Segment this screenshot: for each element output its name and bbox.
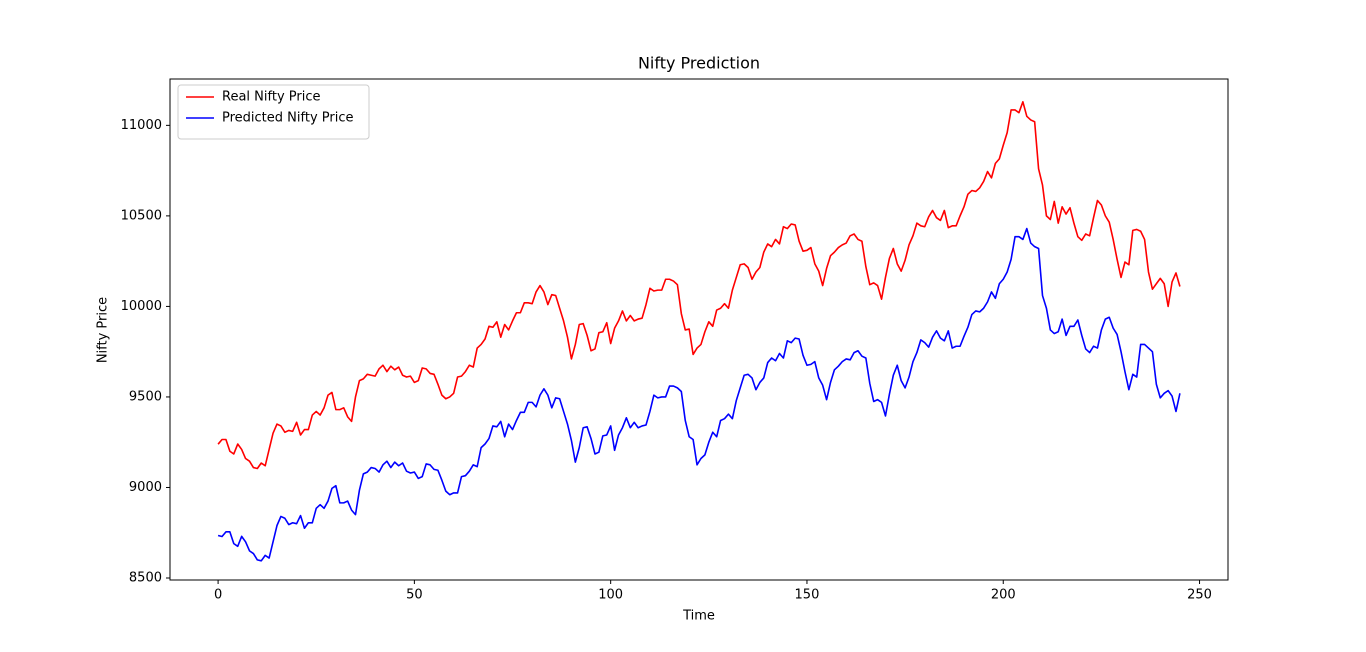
y-tick-label: 8500 xyxy=(129,571,162,586)
legend-box xyxy=(177,84,370,140)
legend-label: Real Nifty Price xyxy=(222,90,320,105)
y-tick-label: 10000 xyxy=(121,299,162,314)
x-tick-label: 150 xyxy=(795,588,820,603)
y-axis-label: Nifty Price xyxy=(96,297,111,363)
legend-label: Predicted Nifty Price xyxy=(222,111,353,126)
x-tick-label: 50 xyxy=(406,588,423,603)
y-tick-label: 9000 xyxy=(129,480,162,495)
y-tick-label: 9500 xyxy=(129,389,162,404)
y-tick-label: 11000 xyxy=(121,118,162,133)
legend: Real Nifty Price Predicted Nifty Price xyxy=(177,84,370,140)
x-axis-label: Time xyxy=(682,609,715,624)
y-tick-label: 10500 xyxy=(121,208,162,223)
series-line xyxy=(217,101,1181,470)
series-line xyxy=(217,227,1181,562)
x-tick-label: 250 xyxy=(1187,588,1212,603)
x-tick-label: 100 xyxy=(598,588,623,603)
x-tick-label: 200 xyxy=(991,588,1016,603)
plot-frame xyxy=(169,78,1229,581)
chart-title: Nifty Prediction xyxy=(638,54,760,73)
x-tick-label: 0 xyxy=(214,588,222,603)
